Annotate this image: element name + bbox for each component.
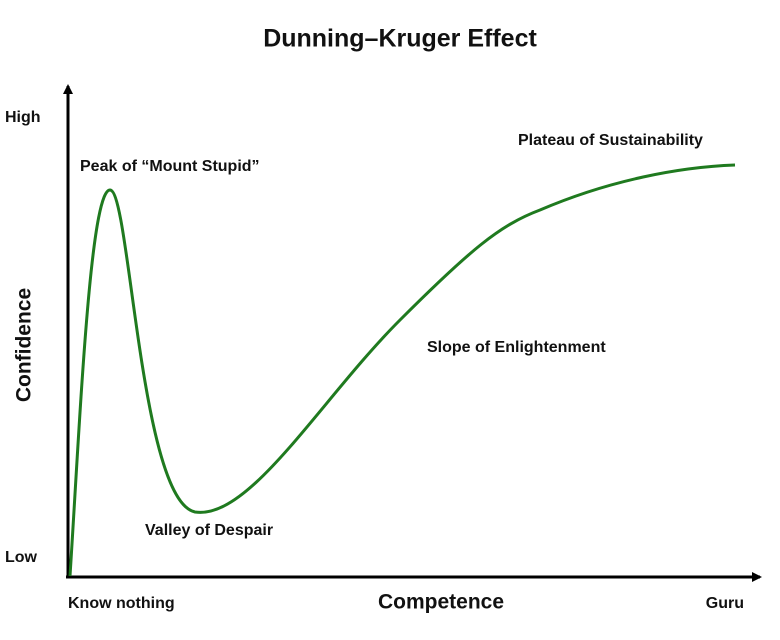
y-axis-label: Confidence: [13, 288, 36, 402]
annotation: Plateau of Sustainability: [518, 132, 703, 149]
x-low-label: Know nothing: [68, 595, 175, 612]
annotation: Valley of Despair: [145, 522, 273, 539]
curve: [68, 163, 736, 577]
x-high-label: Guru: [706, 595, 744, 612]
x-axis-label: Competence: [378, 591, 504, 614]
annotation: Slope of Enlightenment: [427, 339, 606, 356]
y-low-label: Low: [5, 549, 38, 566]
y-high-label: High: [5, 109, 41, 126]
annotation: Peak of “Mount Stupid”: [80, 158, 260, 175]
title: Dunning–Kruger Effect: [263, 25, 537, 53]
